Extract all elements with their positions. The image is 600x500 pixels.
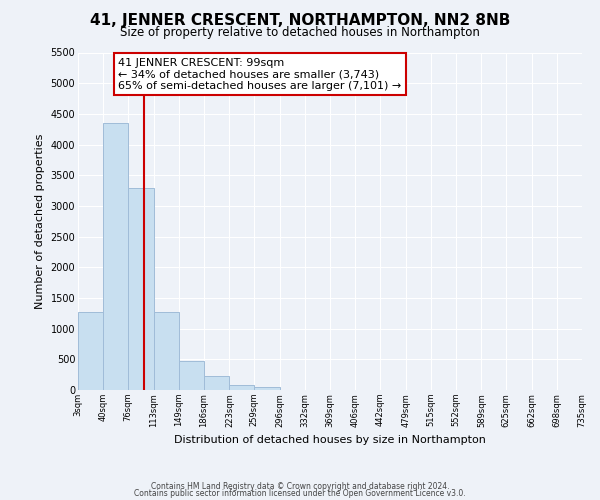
Text: Size of property relative to detached houses in Northampton: Size of property relative to detached ho… [120, 26, 480, 39]
Bar [179, 360, 204, 390]
X-axis label: Distribution of detached houses by size in Northampton: Distribution of detached houses by size … [174, 435, 486, 445]
Bar [103, 123, 128, 390]
Y-axis label: Number of detached properties: Number of detached properties [35, 134, 45, 309]
Text: 41 JENNER CRESCENT: 99sqm
← 34% of detached houses are smaller (3,743)
65% of se: 41 JENNER CRESCENT: 99sqm ← 34% of detac… [118, 58, 401, 91]
Text: 41, JENNER CRESCENT, NORTHAMPTON, NN2 8NB: 41, JENNER CRESCENT, NORTHAMPTON, NN2 8N… [90, 12, 510, 28]
Bar [254, 387, 280, 390]
Bar [78, 312, 103, 390]
Bar [154, 312, 179, 390]
Text: Contains public sector information licensed under the Open Government Licence v3: Contains public sector information licen… [134, 489, 466, 498]
Bar [204, 376, 229, 390]
Bar [128, 188, 154, 390]
Text: Contains HM Land Registry data © Crown copyright and database right 2024.: Contains HM Land Registry data © Crown c… [151, 482, 449, 491]
Bar [229, 385, 254, 390]
